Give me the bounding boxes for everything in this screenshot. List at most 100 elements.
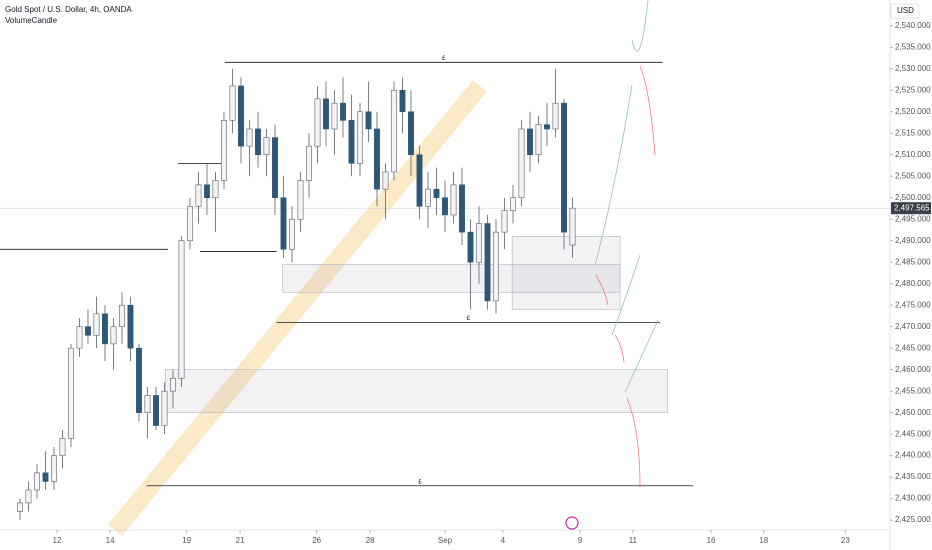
candle-body [42,472,49,482]
candle-body [408,111,414,156]
candle-body [450,184,457,216]
x-tick-label: 16 [707,536,716,545]
candle-body [51,455,57,482]
forecast-up [611,254,641,336]
candle-body [212,180,219,199]
candle-body [527,128,533,156]
candle-body [34,472,40,491]
forecast-down [639,65,656,156]
y-tick-label: 2,485.000 [895,257,931,266]
y-tick-label: 2,540.000 [895,21,931,30]
y-tick-label: 2,520.000 [895,107,931,116]
candle-body [323,98,329,130]
y-tick-label: 2,445.000 [895,429,931,438]
x-tick-label: 23 [841,536,850,545]
y-tick-label: 2,535.000 [895,42,931,51]
candle-body [246,128,253,147]
candle-body [178,240,185,379]
x-tick-label: 12 [53,536,62,545]
candle-body [314,98,321,147]
candle-body [255,128,261,156]
candle-body [119,304,125,327]
y-tick-label: 2,460.000 [895,365,931,374]
forecast-up [631,0,649,52]
y-tick-label: 2,530.000 [895,64,931,73]
candle-body [229,85,236,121]
y-tick-label: 2,525.000 [895,85,931,94]
candle-body [221,120,227,181]
zone [165,369,669,413]
level-label: £ [418,479,422,485]
y-tick-label: 2,470.000 [895,322,931,331]
event-icon[interactable] [565,516,579,530]
y-tick-label: 2,425.000 [895,515,931,524]
currency-box[interactable] [890,3,920,19]
candle-body [416,154,423,207]
candle-body [459,184,465,233]
candle-body [552,102,559,130]
candle-body [170,377,176,392]
forecast-up [624,319,659,393]
candle-body [374,128,380,190]
forecast-down [626,397,641,488]
candle-body [510,197,516,211]
x-tick-label: 11 [629,536,638,545]
x-tick-label: 14 [106,536,115,545]
candle-body [331,102,338,130]
candle-body [569,207,576,246]
y-tick-label: 2,505.000 [895,171,931,180]
candle-body [442,197,448,216]
x-tick-label: Sep [438,536,453,545]
y-tick-label: 2,500.000 [895,193,931,202]
candle-body [399,89,406,113]
candle-body [289,218,295,250]
candle-body [493,231,499,302]
candle-body [535,124,542,156]
candle-body [518,128,525,199]
candle-body [484,223,491,302]
y-tick-label: 2,450.000 [895,408,931,417]
candle-body [297,180,304,220]
y-tick-label: 2,430.000 [895,494,931,503]
candle-body [17,502,23,512]
zone [511,236,621,310]
price-tag [891,202,931,215]
candle-body [357,111,363,164]
candle-body [195,184,202,207]
candle-body [561,102,567,233]
y-tick-label: 2,495.000 [895,214,931,223]
candle-body [153,395,159,426]
forecast-up [594,84,633,266]
candle-body [110,326,117,345]
forecast-down [614,334,625,363]
x-tick-label: 9 [578,536,583,545]
candle-body [365,111,372,130]
x-tick-label: 18 [759,536,768,545]
y-tick-label: 2,475.000 [895,300,931,309]
candle-body [161,390,168,426]
x-tick-label: 4 [501,536,506,545]
x-tick-label: 19 [182,536,191,545]
indicator-name: VolumeCandle [5,16,58,25]
candle-body [425,188,431,207]
candle-body [93,313,100,336]
candle-body [280,197,287,250]
y-tick-label: 2,490.000 [895,236,931,245]
candle-body [187,206,193,242]
candle-body [544,124,550,130]
x-tick-label: 28 [366,536,375,545]
candle-body [25,489,32,504]
candle-body [340,102,346,121]
candle-body [59,438,66,456]
candle-body [85,326,91,336]
candle-body [76,326,83,349]
candle-body [476,223,482,263]
candle-body [348,120,355,164]
candle-body [263,137,270,156]
price-tag-label: 2,497.565 [894,203,930,212]
y-tick-label: 2,455.000 [895,386,931,395]
level-label: £ [467,316,471,322]
y-tick-label: 2,435.000 [895,472,931,481]
